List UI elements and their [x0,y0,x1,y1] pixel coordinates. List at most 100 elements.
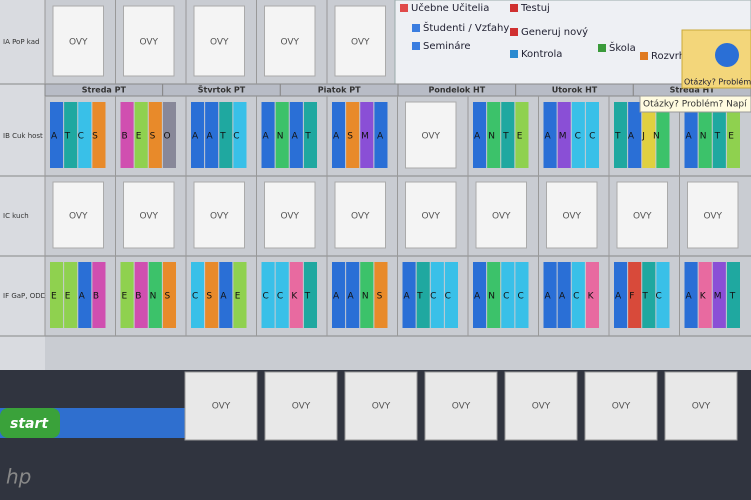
ovy-card[interactable] [424,371,498,441]
toolbar-icon[interactable] [598,44,606,52]
lesson-strip[interactable] [162,102,176,168]
lesson-strip[interactable] [656,102,670,168]
lesson-strip[interactable] [628,262,642,328]
lesson-strip[interactable] [92,262,106,328]
lesson-strip[interactable] [444,262,458,328]
toolbar-button[interactable]: Testuj [520,3,550,14]
lesson-strip[interactable] [726,102,740,168]
lesson-strip[interactable] [473,262,487,328]
lesson-strip[interactable] [261,262,275,328]
toolbar-icon[interactable] [510,4,518,12]
lesson-strip[interactable] [543,102,557,168]
lesson-strip[interactable] [698,102,712,168]
ovy-card[interactable] [264,181,316,249]
ovy-card[interactable] [334,181,386,249]
ovy-card[interactable] [193,181,245,249]
lesson-strip[interactable] [64,262,78,328]
lesson-strip[interactable] [275,262,289,328]
lesson-strip[interactable] [614,262,628,328]
lesson-strip[interactable] [712,102,726,168]
ovy-card[interactable] [504,371,578,441]
toolbar-icon[interactable] [400,4,408,12]
lesson-strip[interactable] [642,262,656,328]
lesson-strip[interactable] [656,262,670,328]
lesson-strip[interactable] [275,102,289,168]
ovy-card[interactable] [123,181,175,249]
toolbar-icon[interactable] [510,50,518,58]
lesson-strip[interactable] [642,102,656,168]
lesson-strip[interactable] [515,102,529,168]
lesson-strip[interactable] [402,262,416,328]
lesson-strip[interactable] [233,262,247,328]
lesson-strip[interactable] [261,102,275,168]
ovy-card[interactable] [193,5,245,77]
toolbar-button[interactable]: Študenti / Vzťahy [423,21,509,34]
lesson-strip[interactable] [205,102,219,168]
ovy-card[interactable] [475,181,527,249]
toolbar-button[interactable]: Generuj nový [521,26,588,38]
ovy-card[interactable] [405,101,457,169]
lesson-strip[interactable] [430,262,444,328]
toolbar-icon[interactable] [412,24,420,32]
lesson-strip[interactable] [191,102,205,168]
lesson-strip[interactable] [332,262,346,328]
lesson-strip[interactable] [219,262,233,328]
lesson-strip[interactable] [50,102,64,168]
lesson-strip[interactable] [684,262,698,328]
lesson-strip[interactable] [557,262,571,328]
lesson-strip[interactable] [219,102,233,168]
lesson-strip[interactable] [473,102,487,168]
ovy-card[interactable] [264,371,338,441]
ovy-card[interactable] [344,371,418,441]
toolbar-icon[interactable] [412,42,420,50]
lesson-strip[interactable] [332,102,346,168]
lesson-strip[interactable] [501,102,515,168]
lesson-strip[interactable] [571,262,585,328]
toolbar-button[interactable]: Kontrola [521,49,562,60]
toolbar-button[interactable]: Semináre [423,40,471,52]
ovy-card[interactable] [584,371,658,441]
lesson-strip[interactable] [303,262,317,328]
lesson-strip[interactable] [78,102,92,168]
lesson-strip[interactable] [134,102,148,168]
ovy-card[interactable] [616,181,668,249]
lesson-strip[interactable] [191,262,205,328]
lesson-strip[interactable] [346,102,360,168]
ovy-card[interactable] [546,181,598,249]
ovy-card[interactable] [405,181,457,249]
lesson-strip[interactable] [360,262,374,328]
lesson-strip[interactable] [585,262,599,328]
lesson-strip[interactable] [628,102,642,168]
lesson-strip[interactable] [289,262,303,328]
lesson-strip[interactable] [50,262,64,328]
toolbar-button[interactable]: Učebne Učitelia [411,2,489,14]
lesson-strip[interactable] [487,262,501,328]
lesson-strip[interactable] [134,262,148,328]
lesson-strip[interactable] [614,102,628,168]
lesson-strip[interactable] [712,262,726,328]
toolbar-button[interactable]: Škola [609,41,636,54]
lesson-strip[interactable] [515,262,529,328]
lesson-strip[interactable] [571,102,585,168]
ovy-card[interactable] [52,5,104,77]
toolbar-icon[interactable] [640,52,648,60]
ovy-card[interactable] [123,5,175,77]
ovy-card[interactable] [184,371,258,441]
lesson-strip[interactable] [487,102,501,168]
lesson-strip[interactable] [698,262,712,328]
ovy-card[interactable] [687,181,739,249]
lesson-strip[interactable] [120,102,134,168]
lesson-strip[interactable] [684,102,698,168]
ovy-card[interactable] [334,5,386,77]
lesson-strip[interactable] [289,102,303,168]
lesson-strip[interactable] [303,102,317,168]
ovy-card[interactable] [52,181,104,249]
help-icon[interactable] [715,43,739,67]
lesson-strip[interactable] [78,262,92,328]
lesson-strip[interactable] [585,102,599,168]
start-label[interactable]: start [10,416,49,432]
ovy-card[interactable] [264,5,316,77]
lesson-strip[interactable] [148,102,162,168]
ovy-card[interactable] [664,371,738,441]
help-label[interactable]: Otázky? Problém? Napíšte nám [684,77,751,87]
